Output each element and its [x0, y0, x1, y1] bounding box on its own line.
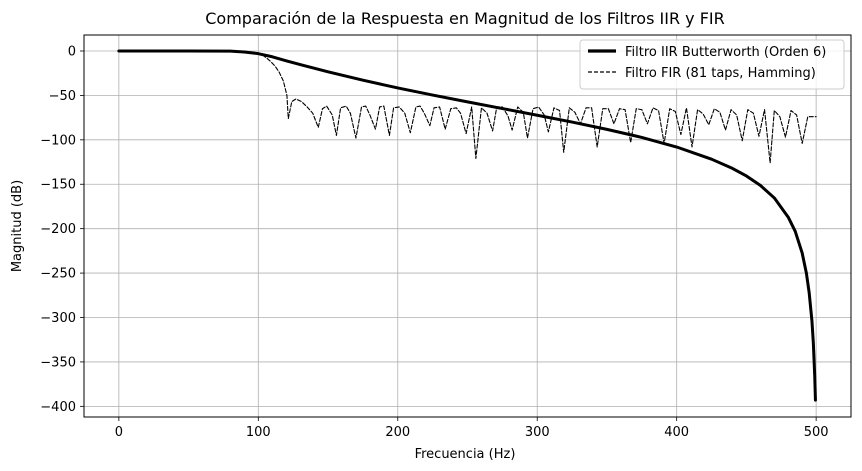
x-tick-label: 400 — [664, 425, 689, 440]
legend: Filtro IIR Butterworth (Orden 6) Filtro … — [579, 39, 845, 90]
series-iir-butterworth-line — [117, 49, 817, 402]
legend-label-fir: Filtro FIR (81 taps, Hamming) — [625, 66, 816, 81]
y-tick-label: −350 — [40, 355, 76, 370]
series-fir-hamming-line — [118, 50, 817, 164]
series-layer — [117, 49, 817, 402]
chart-title: Comparación de la Respuesta en Magnitud … — [205, 9, 724, 28]
y-axis-label: Magnitud (dB) — [10, 180, 25, 272]
y-tick-label: −150 — [40, 178, 76, 193]
x-tick-label: 0 — [115, 425, 123, 440]
x-tick-label: 300 — [525, 425, 550, 440]
x-grid — [118, 35, 817, 417]
x-axis-ticks: 0 100 200 300 400 500 — [115, 417, 829, 440]
y-axis-ticks: 0 −50 −100 −150 −200 −250 −300 −350 −400 — [40, 44, 84, 415]
legend-box — [579, 39, 845, 90]
y-tick-label: 0 — [68, 44, 76, 59]
legend-label-iir: Filtro IIR Butterworth (Orden 6) — [625, 45, 826, 60]
y-tick-label: −200 — [40, 222, 76, 237]
y-tick-label: −100 — [40, 133, 76, 148]
y-tick-label: −250 — [40, 267, 76, 282]
x-tick-label: 500 — [804, 425, 829, 440]
y-tick-label: −400 — [40, 400, 76, 415]
y-tick-label: −300 — [40, 311, 76, 326]
plot-frame — [83, 34, 852, 418]
x-tick-label: 100 — [246, 425, 271, 440]
y-tick-label: −50 — [49, 89, 76, 104]
x-axis-label: Frecuencia (Hz) — [415, 447, 516, 462]
x-tick-label: 200 — [385, 425, 410, 440]
